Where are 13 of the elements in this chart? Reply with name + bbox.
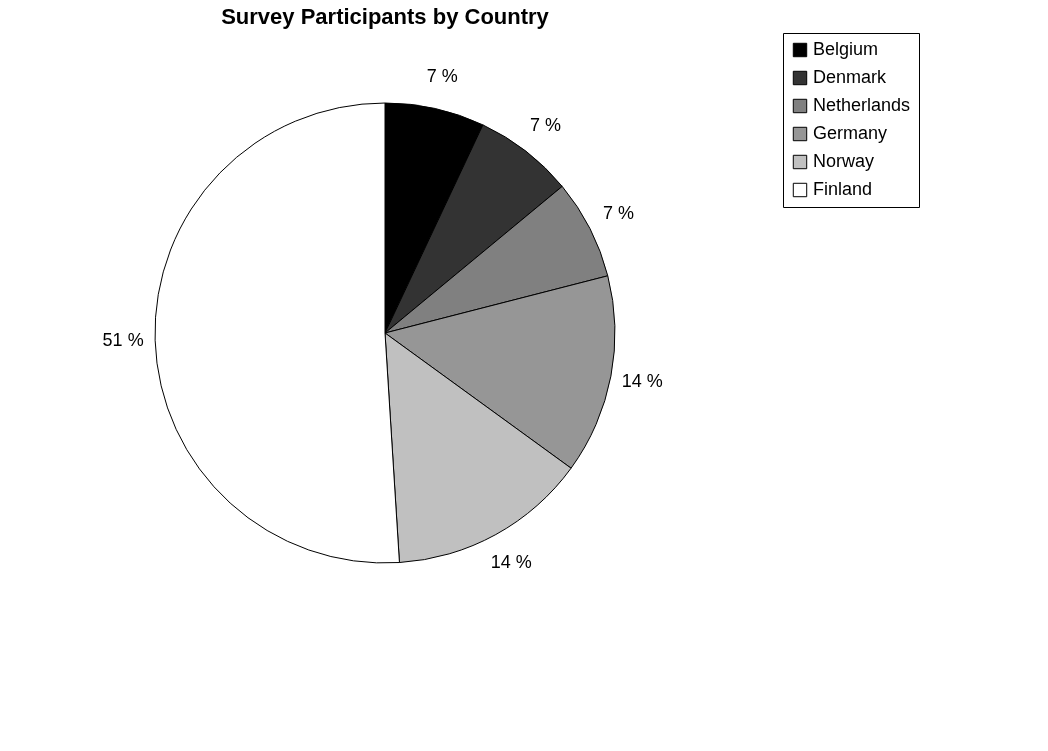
legend-label: Belgium — [813, 39, 879, 59]
data-label: 7 % — [426, 66, 458, 87]
data-label: 7 % — [530, 114, 562, 135]
legend-label: Norway — [813, 151, 875, 171]
legend-label: Denmark — [813, 67, 888, 87]
data-label: 14 % — [490, 551, 532, 572]
legend-label: Germany — [813, 123, 888, 143]
legend-label: Finland — [813, 179, 873, 199]
chart-title: Survey Participants by Country — [221, 3, 550, 29]
data-label: 7 % — [602, 203, 634, 224]
data-label: 14 % — [621, 371, 663, 392]
data-label: 51 % — [102, 330, 144, 351]
legend-label: Netherlands — [813, 95, 911, 115]
